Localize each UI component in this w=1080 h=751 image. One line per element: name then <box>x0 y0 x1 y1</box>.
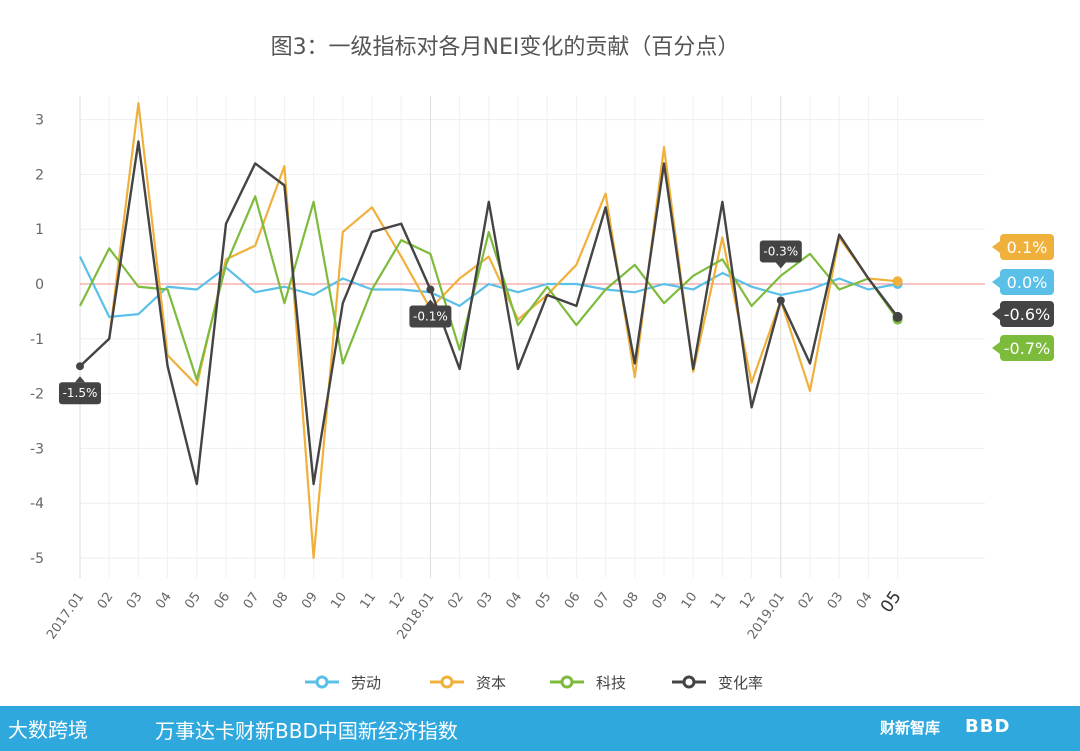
legend-marker <box>315 675 329 689</box>
annotations: -1.5% -0.1% -0.3% <box>59 240 802 405</box>
end-label: -0.7% <box>1004 339 1050 358</box>
series-line-1 <box>79 256 898 318</box>
x-tick-label: 03 <box>825 590 847 612</box>
series-lines <box>79 102 903 560</box>
x-tick-label: 12 <box>387 590 409 612</box>
end-label-box <box>1000 269 1054 295</box>
annotation-label: -0.1% <box>413 309 448 323</box>
y-tick-label: 2 <box>35 167 44 183</box>
annotation-box <box>409 305 452 328</box>
annotation-pointer <box>425 299 436 306</box>
end-label-box <box>1000 335 1054 361</box>
x-tick-label: 02 <box>95 590 117 612</box>
y-tick-label: 1 <box>35 222 44 238</box>
end-label-box <box>1000 234 1054 260</box>
annotation-box <box>59 382 101 405</box>
x-tick-label: 03 <box>124 590 146 612</box>
legend-marker <box>560 675 574 689</box>
y-tick-label: -5 <box>30 551 44 567</box>
x-tick-label: 09 <box>649 590 671 612</box>
y-tick-label: -3 <box>30 441 44 457</box>
x-tick-label: 02 <box>795 590 817 612</box>
y-tick-label: 3 <box>35 113 44 129</box>
end-label-pointer <box>992 342 1000 354</box>
footer-tagline: 万事达卡财新BBD中国新经济指数 <box>155 719 458 743</box>
grid <box>79 96 985 578</box>
x-tick-label: 04 <box>854 590 876 612</box>
series-end-point <box>892 276 903 287</box>
series-end-point <box>892 311 903 322</box>
y-tick-label: -4 <box>30 496 44 512</box>
bbd-brand: BBD <box>965 716 1011 737</box>
end-label-box <box>1000 301 1054 327</box>
x-tick-label: 07 <box>241 590 263 612</box>
legend-label: 科技 <box>596 674 626 692</box>
legend-marker <box>682 675 696 689</box>
y-tick-label: -2 <box>30 387 44 403</box>
annotation-label: -1.5% <box>63 386 98 400</box>
annotation-pointer <box>75 376 85 383</box>
chart-title: 图3：一级指标对各月NEI变化的贡献（百分点） <box>271 35 740 60</box>
x-tick-label: 2017.01 <box>44 590 87 643</box>
x-tick-label: 10 <box>679 590 701 612</box>
footer-bar: 大数跨境 万事达卡财新BBD中国新经济指数 财新智库 BBD <box>0 706 1080 751</box>
x-tick-label: 04 <box>503 590 525 612</box>
x-tick-label: 06 <box>211 590 233 612</box>
annotation-box <box>759 240 802 263</box>
caixin-brand: 财新智库 <box>880 719 941 737</box>
x-tick-label: 11 <box>357 590 379 612</box>
end-labels: 0.1% 0.0% -0.6% -0.7% <box>992 234 1054 361</box>
end-label: 0.0% <box>1007 273 1048 292</box>
end-label-pointer <box>992 276 1000 288</box>
footer-logo: 大数跨境 <box>8 718 88 742</box>
y-axis-ticks: 3 2 1 0 -1 -2 -3 -4 -5 <box>30 113 44 567</box>
legend[interactable]: 劳动 资本 科技 变化率 <box>305 674 763 692</box>
series-line-4 <box>79 140 899 486</box>
x-tick-label: 12 <box>737 590 759 612</box>
x-tick-label: 05 <box>182 590 204 612</box>
x-tick-label: 08 <box>270 590 292 612</box>
annotation-pointer <box>775 262 786 269</box>
end-label-pointer <box>992 241 1000 253</box>
x-tick-label: 05 <box>533 590 555 612</box>
y-tick-label: -1 <box>30 332 44 348</box>
x-tick-label: 03 <box>474 590 496 612</box>
x-tick-label: 10 <box>328 590 350 612</box>
legend-label: 变化率 <box>718 674 763 692</box>
annotation-point <box>776 296 785 305</box>
legend-marker <box>440 675 454 689</box>
x-tick-label: 05 <box>877 587 906 616</box>
y-tick-label: 0 <box>35 277 44 293</box>
end-label: 0.1% <box>1007 238 1048 257</box>
x-tick-label: 09 <box>299 590 321 612</box>
legend-label: 资本 <box>476 674 506 692</box>
annotation-point <box>76 362 84 371</box>
x-tick-label: 04 <box>153 590 175 612</box>
end-label: -0.6% <box>1004 305 1050 324</box>
annotation-label: -0.3% <box>763 244 798 258</box>
x-tick-label: 06 <box>562 590 584 612</box>
x-tick-label: 11 <box>708 590 730 612</box>
x-tick-label: 08 <box>620 590 642 612</box>
end-label-pointer <box>992 308 1000 320</box>
x-tick-label: 02 <box>445 590 467 612</box>
legend-label: 劳动 <box>351 674 381 692</box>
annotation-point <box>426 285 435 294</box>
x-tick-label: 07 <box>591 590 613 612</box>
